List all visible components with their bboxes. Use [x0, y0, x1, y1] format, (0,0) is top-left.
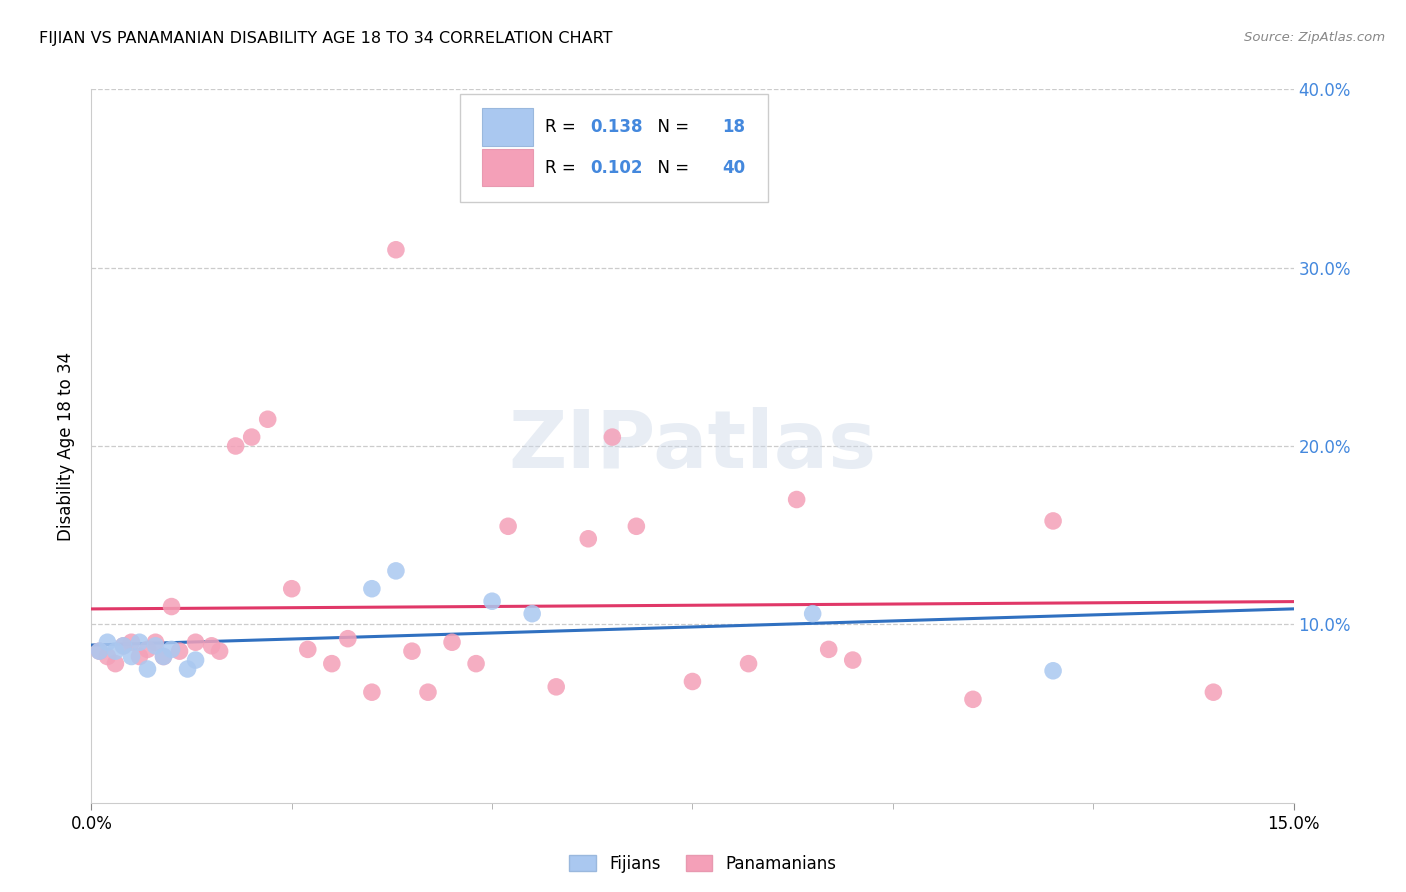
Point: [240, 430, 263, 444]
Point: [481, 594, 503, 608]
Text: ZIPatlas: ZIPatlas: [509, 407, 876, 485]
Point: [841, 653, 863, 667]
Point: [496, 519, 519, 533]
Point: [817, 642, 839, 657]
Text: N =: N =: [647, 118, 695, 136]
Text: 40: 40: [723, 159, 745, 177]
Point: [360, 582, 382, 596]
Point: [184, 653, 207, 667]
Point: [440, 635, 463, 649]
Point: [385, 564, 408, 578]
Text: R =: R =: [544, 159, 581, 177]
FancyBboxPatch shape: [482, 149, 533, 186]
Point: [256, 412, 278, 426]
Point: [360, 685, 382, 699]
Point: [89, 644, 111, 658]
Point: [128, 649, 150, 664]
Point: [152, 649, 174, 664]
Text: 0.138: 0.138: [591, 118, 643, 136]
Point: [160, 642, 183, 657]
Text: 18: 18: [723, 118, 745, 136]
Point: [208, 644, 231, 658]
FancyBboxPatch shape: [482, 109, 533, 145]
Point: [385, 243, 408, 257]
Point: [465, 657, 488, 671]
Point: [184, 635, 207, 649]
Point: [112, 639, 135, 653]
Legend: Fijians, Panamanians: Fijians, Panamanians: [562, 848, 844, 880]
FancyBboxPatch shape: [460, 95, 768, 202]
Point: [225, 439, 247, 453]
Y-axis label: Disability Age 18 to 34: Disability Age 18 to 34: [58, 351, 76, 541]
Point: [96, 649, 118, 664]
Text: FIJIAN VS PANAMANIAN DISABILITY AGE 18 TO 34 CORRELATION CHART: FIJIAN VS PANAMANIAN DISABILITY AGE 18 T…: [39, 31, 613, 46]
Point: [145, 639, 167, 653]
Text: Source: ZipAtlas.com: Source: ZipAtlas.com: [1244, 31, 1385, 45]
Point: [321, 657, 343, 671]
Point: [522, 607, 544, 621]
Point: [602, 430, 624, 444]
Point: [626, 519, 648, 533]
Text: R =: R =: [544, 118, 581, 136]
Point: [281, 582, 304, 596]
Point: [1042, 514, 1064, 528]
Point: [104, 644, 127, 658]
Text: 0.102: 0.102: [591, 159, 643, 177]
Point: [681, 674, 703, 689]
Point: [336, 632, 359, 646]
Point: [104, 657, 127, 671]
Point: [128, 635, 150, 649]
Point: [297, 642, 319, 657]
Point: [416, 685, 439, 699]
Point: [89, 644, 111, 658]
Point: [201, 639, 224, 653]
Point: [737, 657, 759, 671]
Point: [962, 692, 984, 706]
Point: [96, 635, 118, 649]
Point: [160, 599, 183, 614]
Point: [176, 662, 198, 676]
Point: [786, 492, 808, 507]
Point: [546, 680, 568, 694]
Point: [1202, 685, 1225, 699]
Point: [121, 649, 143, 664]
Point: [121, 635, 143, 649]
Text: N =: N =: [647, 159, 695, 177]
Point: [112, 639, 135, 653]
Point: [576, 532, 599, 546]
Point: [145, 635, 167, 649]
Point: [136, 662, 159, 676]
Point: [801, 607, 824, 621]
Point: [136, 642, 159, 657]
Point: [152, 649, 174, 664]
Point: [401, 644, 423, 658]
Point: [1042, 664, 1064, 678]
Point: [169, 644, 191, 658]
